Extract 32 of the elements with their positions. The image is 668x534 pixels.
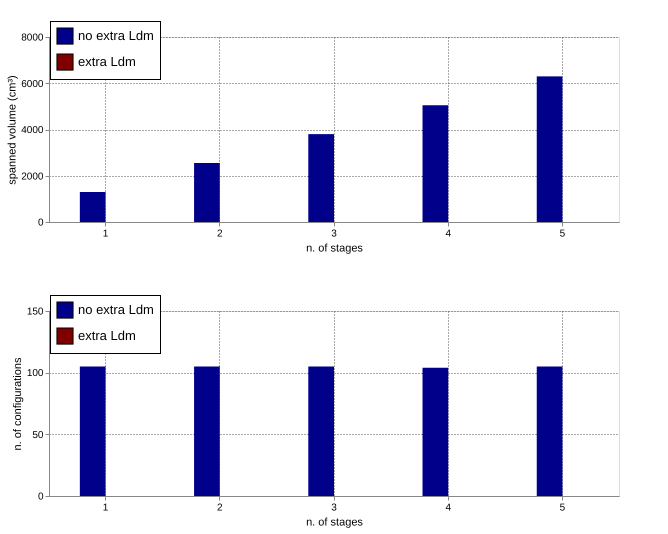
legend-label: extra Ldm xyxy=(78,54,136,69)
x-tick-label: 4 xyxy=(445,228,452,240)
y-tick-label: 8000 xyxy=(21,32,44,44)
y-tick-label: 0 xyxy=(38,492,44,502)
x-tick-label: 1 xyxy=(102,502,109,514)
y-tick-label: 100 xyxy=(26,368,44,380)
bar xyxy=(194,163,220,222)
x-tick-label: 5 xyxy=(560,502,566,514)
x-tick-label: 3 xyxy=(331,502,338,514)
bar xyxy=(308,134,334,222)
legend-label: extra Ldm xyxy=(78,328,136,343)
x-tick-label: 5 xyxy=(560,228,566,240)
x-tick-label: 4 xyxy=(445,502,452,514)
y-tick-label: 50 xyxy=(32,430,44,441)
x-axis-title: n. of stages xyxy=(306,516,364,528)
y-tick-label: 150 xyxy=(26,306,44,318)
legend-label: no extra Ldm xyxy=(78,28,154,43)
x-tick-label: 1 xyxy=(102,228,109,240)
bar xyxy=(536,76,562,222)
legend-label: no extra Ldm xyxy=(78,302,154,317)
bar xyxy=(422,105,448,222)
x-tick-label: 2 xyxy=(216,502,223,514)
x-tick-label: 3 xyxy=(331,228,338,240)
y-tick-label: 0 xyxy=(38,218,44,228)
y-axis-title: n. of configurations xyxy=(12,357,24,450)
x-tick-label: 2 xyxy=(216,228,223,240)
bar xyxy=(80,192,106,222)
x-axis-title: n. of stages xyxy=(306,242,364,254)
y-tick-label: 6000 xyxy=(21,78,44,90)
y-tick-label: 2000 xyxy=(21,171,44,182)
y-axis-title: spanned volume (cm³) xyxy=(6,75,18,185)
y-tick-label: 4000 xyxy=(21,125,44,136)
